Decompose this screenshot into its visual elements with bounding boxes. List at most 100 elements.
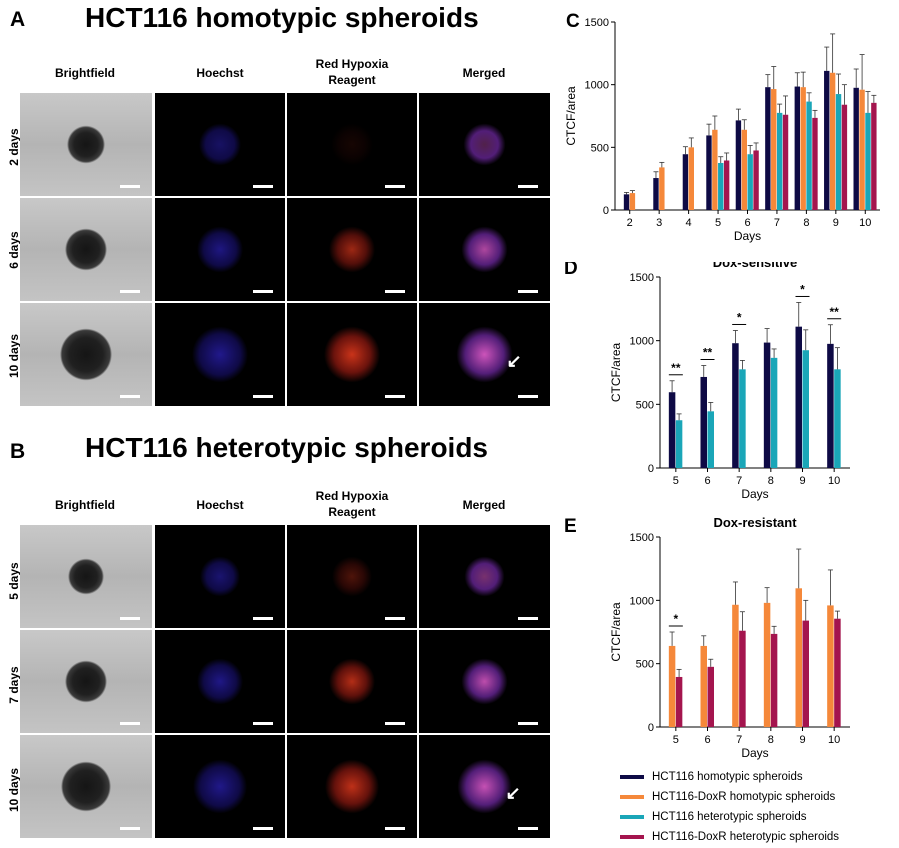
bar bbox=[795, 588, 802, 727]
col-head-brightfield-b: Brightfield bbox=[55, 498, 115, 512]
x-tick-label: 7 bbox=[736, 734, 742, 746]
scale-bar bbox=[120, 617, 140, 620]
scale-bar bbox=[518, 722, 538, 725]
micrograph-hypoxia bbox=[287, 198, 417, 301]
bar bbox=[700, 376, 707, 468]
bar bbox=[707, 411, 714, 468]
scale-bar bbox=[253, 395, 273, 398]
scale-bar bbox=[120, 722, 140, 725]
legend-item: HCT116-DoxR heterotypic spheroids bbox=[620, 828, 895, 846]
x-tick-label: 3 bbox=[656, 217, 662, 229]
micrograph-merged bbox=[419, 630, 550, 733]
bar bbox=[776, 112, 783, 210]
bar bbox=[763, 342, 771, 468]
row-label-b-2: 7 days bbox=[7, 666, 21, 704]
col-head-brightfield-a: Brightfield bbox=[55, 66, 115, 80]
x-tick-label: 7 bbox=[774, 217, 780, 229]
micrograph-hoechst bbox=[155, 93, 285, 196]
scale-bar bbox=[253, 827, 273, 830]
bar bbox=[675, 676, 683, 727]
scale-bar bbox=[518, 395, 538, 398]
bar bbox=[706, 135, 712, 210]
micrograph-brightfield bbox=[20, 630, 152, 733]
bar bbox=[668, 645, 676, 727]
scale-bar bbox=[253, 617, 273, 620]
legend-swatch bbox=[620, 835, 644, 839]
x-tick-label: 5 bbox=[673, 734, 679, 746]
bar bbox=[668, 392, 676, 468]
scale-bar bbox=[120, 185, 140, 188]
y-tick-label: 1000 bbox=[630, 336, 654, 348]
bar bbox=[753, 150, 759, 210]
bar bbox=[782, 114, 789, 210]
bar bbox=[659, 167, 665, 210]
scale-bar bbox=[385, 185, 405, 188]
bar bbox=[794, 86, 800, 210]
micrograph-hoechst bbox=[155, 630, 285, 733]
y-tick-label: 0 bbox=[603, 205, 609, 217]
panel-letter: C bbox=[566, 11, 580, 32]
row-label-a-2: 6 days bbox=[7, 231, 21, 269]
legend-swatch bbox=[620, 775, 644, 779]
row-label-a-1: 2 days bbox=[7, 128, 21, 166]
bar bbox=[735, 120, 742, 210]
legend-label: HCT116 homotypic spheroids bbox=[652, 771, 803, 783]
bar bbox=[623, 194, 630, 210]
micrograph-brightfield bbox=[20, 525, 152, 628]
panel-letter-b: B bbox=[10, 440, 26, 463]
col-head-hoechst-a: Hoechst bbox=[196, 66, 244, 80]
bar bbox=[871, 102, 877, 210]
bar bbox=[865, 112, 871, 210]
micrograph-hoechst bbox=[155, 198, 285, 301]
chart-title: Dox-sensitive bbox=[713, 262, 798, 270]
legend-label: HCT116-DoxR heterotypic spheroids bbox=[652, 831, 840, 843]
scale-bar bbox=[385, 722, 405, 725]
bar bbox=[835, 94, 842, 210]
micrograph-hoechst bbox=[155, 525, 285, 628]
bar bbox=[765, 87, 771, 210]
chart-e: E Dox-resistant 0 500 1000 1500 CTCF/area Days 5… bbox=[564, 515, 850, 760]
legend-swatch bbox=[620, 795, 644, 799]
scale-bar bbox=[120, 290, 140, 293]
scale-bar bbox=[385, 827, 405, 830]
bar bbox=[675, 420, 683, 468]
scale-bar bbox=[518, 290, 538, 293]
scale-bar bbox=[120, 827, 140, 830]
legend-item: HCT116 homotypic spheroids bbox=[620, 768, 895, 786]
scale-bar bbox=[253, 722, 273, 725]
panel-a-title: HCT116 homotypic spheroids bbox=[85, 2, 479, 33]
bar bbox=[653, 178, 659, 210]
col-head-merged-a: Merged bbox=[462, 66, 506, 80]
bar bbox=[859, 89, 865, 210]
significance-label: ** bbox=[671, 361, 681, 375]
x-tick-label: 10 bbox=[828, 734, 840, 746]
significance-label: ** bbox=[829, 305, 839, 319]
x-tick-label: 7 bbox=[736, 475, 742, 487]
row-label-b-1: 5 days bbox=[7, 562, 21, 600]
bar bbox=[853, 87, 859, 210]
y-tick-label: 1500 bbox=[630, 272, 654, 284]
micrograph-brightfield bbox=[20, 735, 152, 838]
bar bbox=[763, 602, 771, 727]
scale-bar bbox=[253, 290, 273, 293]
bar bbox=[802, 620, 809, 727]
bar bbox=[723, 160, 730, 210]
significance-label: * bbox=[800, 282, 805, 296]
legend-item: HCT116-DoxR homotypic spheroids bbox=[620, 788, 895, 806]
white-arrow-icon: ↙ bbox=[506, 350, 522, 371]
y-tick-label: 1000 bbox=[630, 595, 654, 607]
bar bbox=[718, 163, 724, 210]
bar bbox=[682, 154, 689, 210]
chart-title: Dox-resistant bbox=[713, 515, 797, 530]
micrograph-hoechst bbox=[155, 303, 285, 406]
bar bbox=[771, 89, 777, 210]
bar bbox=[739, 369, 746, 468]
panel-b-title: HCT116 heterotypic spheroids bbox=[85, 432, 489, 463]
scale-bar bbox=[385, 617, 405, 620]
x-tick-label: 10 bbox=[828, 475, 840, 487]
bar bbox=[802, 350, 809, 468]
x-tick-label: 2 bbox=[627, 217, 633, 229]
bar bbox=[806, 101, 812, 210]
micrograph-hypoxia bbox=[287, 93, 417, 196]
bar bbox=[812, 117, 818, 210]
